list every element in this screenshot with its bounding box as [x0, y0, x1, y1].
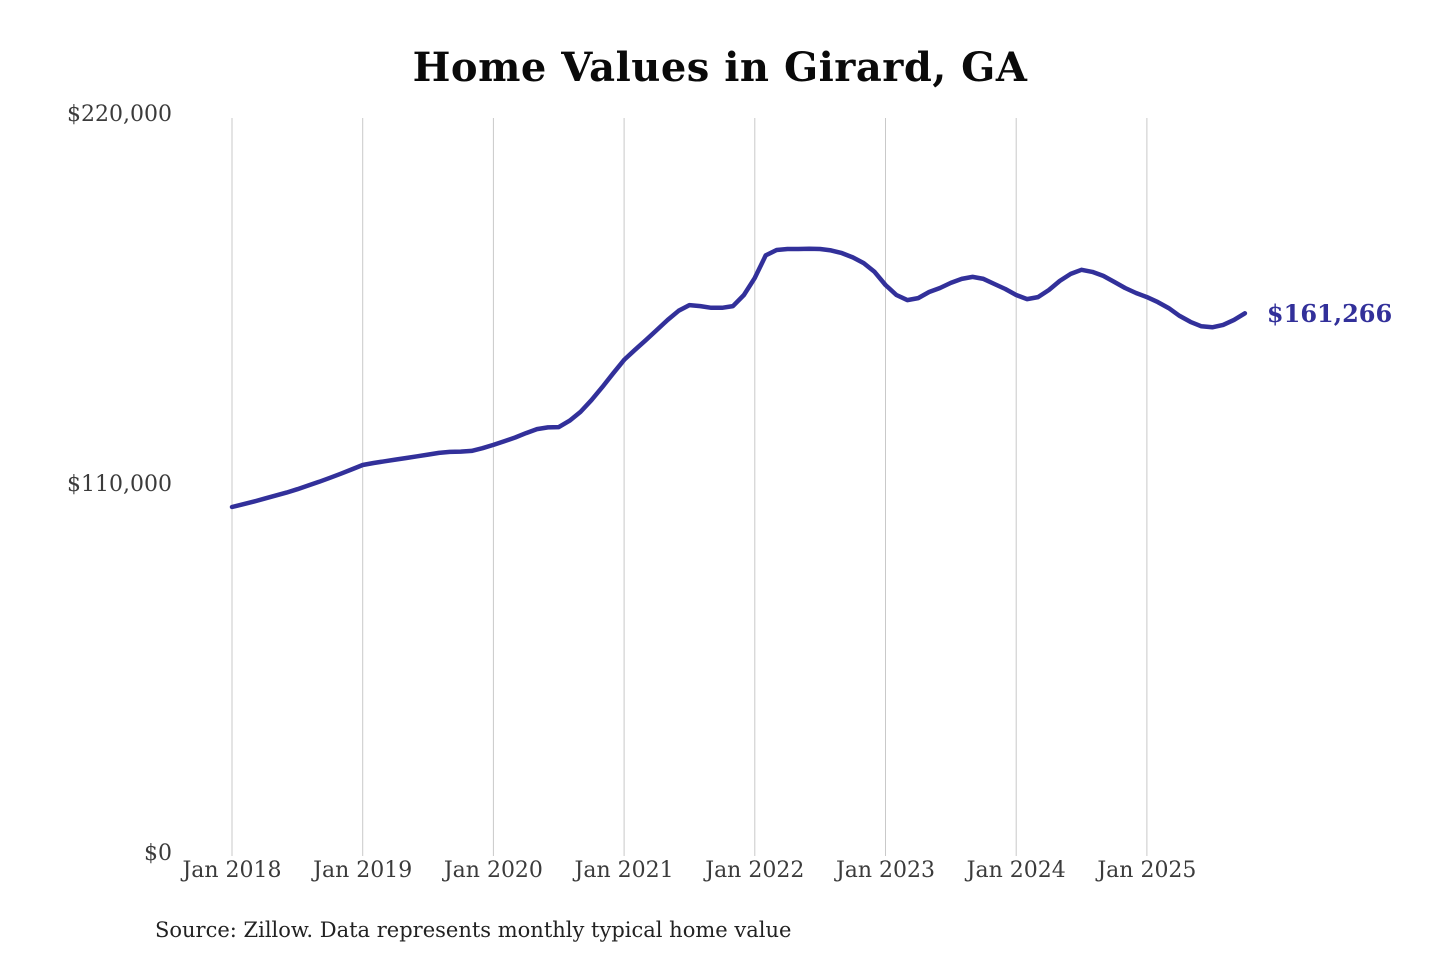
chart-title: Home Values in Girard, GA	[412, 44, 1028, 91]
x-tick-label: Jan 2018	[182, 858, 282, 883]
y-tick-label: $110,000	[67, 471, 172, 497]
source-note: Source: Zillow. Data represents monthly …	[155, 918, 792, 942]
current-value-label: $161,266	[1266, 299, 1393, 329]
gridlines	[231, 118, 1148, 856]
home-value-line	[229, 246, 1248, 510]
x-tick-label: Jan 2019	[313, 858, 413, 883]
x-tick-label: Jan 2021	[574, 858, 674, 883]
x-tick-label: Jan 2023	[835, 858, 936, 883]
y-tick-label: $220,000	[67, 102, 172, 127]
x-tick-label: Jan 2024	[966, 858, 1066, 883]
y-tick-label: $0	[144, 841, 172, 866]
x-tick-label: Jan 2020	[443, 858, 543, 883]
x-tick-label: Jan 2022	[705, 858, 805, 883]
x-tick-label: Jan 2025	[1097, 858, 1197, 883]
